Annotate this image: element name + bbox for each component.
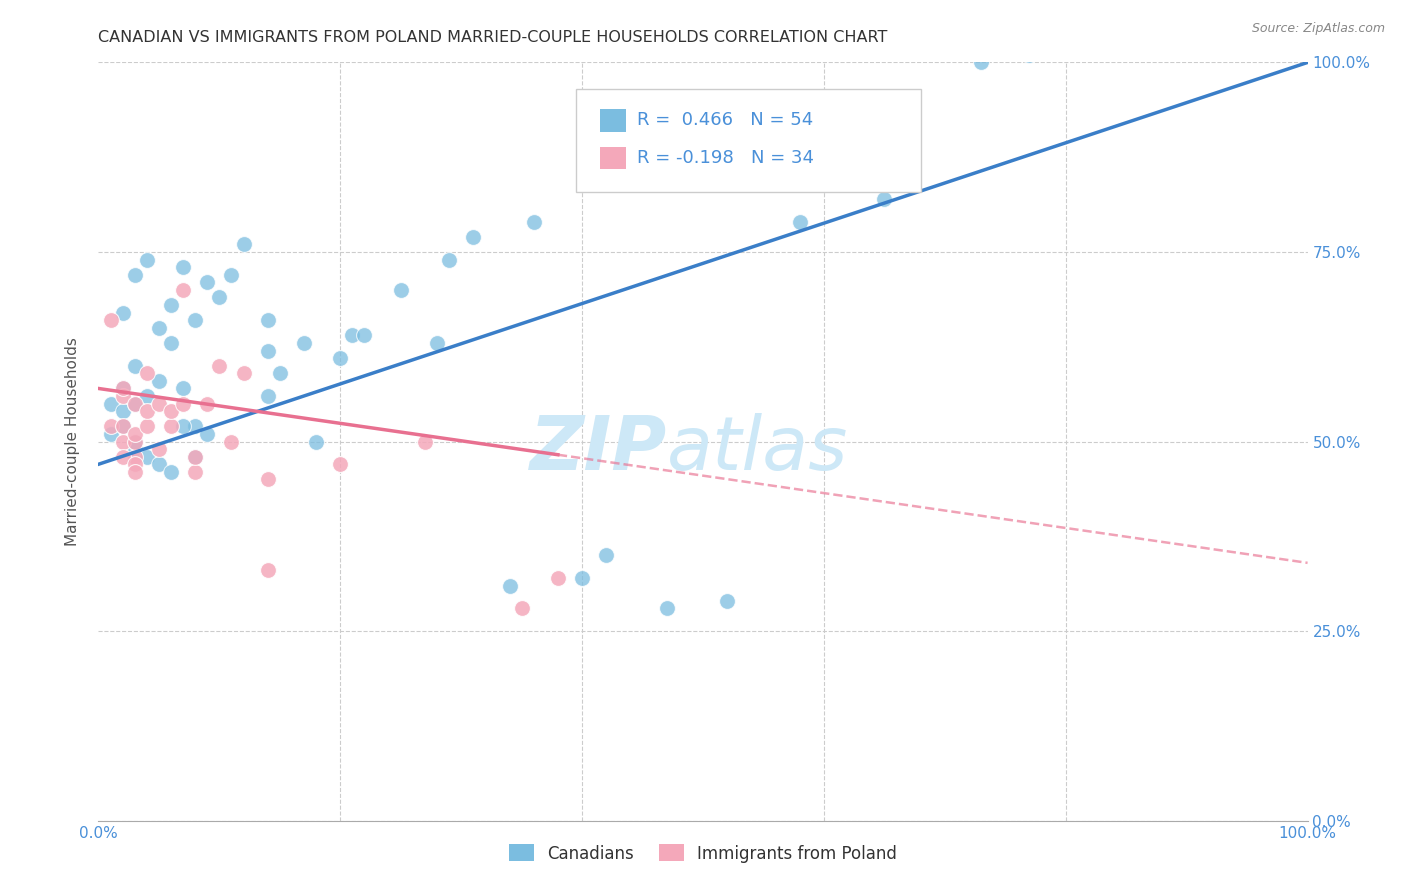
Point <box>523 214 546 228</box>
Point <box>208 359 231 373</box>
Point <box>124 434 146 449</box>
Point <box>124 427 146 442</box>
Point <box>184 419 207 434</box>
Point <box>498 579 520 593</box>
Point <box>111 419 134 434</box>
Text: ZIP: ZIP <box>530 413 666 485</box>
Point <box>111 450 134 464</box>
Point <box>135 419 157 434</box>
Point <box>135 450 157 464</box>
Point <box>111 404 134 418</box>
Point <box>463 229 485 244</box>
Point <box>172 382 194 396</box>
Point <box>256 564 278 578</box>
Point <box>160 298 183 312</box>
Point <box>305 434 328 449</box>
Point <box>195 427 218 442</box>
Point <box>124 457 146 471</box>
Point <box>124 442 146 457</box>
Point <box>160 465 183 479</box>
Point <box>232 237 254 252</box>
Point <box>292 335 315 350</box>
Point <box>135 389 157 403</box>
Point <box>571 571 593 585</box>
Point <box>256 313 278 327</box>
Text: atlas: atlas <box>666 413 848 485</box>
Point <box>184 313 207 327</box>
Point <box>716 594 738 608</box>
Legend: Canadians, Immigrants from Poland: Canadians, Immigrants from Poland <box>502 838 904 869</box>
Point <box>172 283 194 297</box>
Point <box>124 465 146 479</box>
Point <box>111 382 134 396</box>
Point <box>655 601 678 615</box>
Point <box>208 291 231 305</box>
Point <box>148 457 170 471</box>
Point <box>426 335 449 350</box>
Point <box>184 450 207 464</box>
Point <box>124 434 146 449</box>
Point <box>135 252 157 267</box>
Point <box>148 442 170 457</box>
Point <box>111 434 134 449</box>
Point <box>195 396 218 410</box>
Text: Source: ZipAtlas.com: Source: ZipAtlas.com <box>1251 22 1385 36</box>
Point <box>184 465 207 479</box>
Point <box>160 419 183 434</box>
Point <box>437 252 460 267</box>
Point <box>111 419 134 434</box>
Point <box>172 419 194 434</box>
Point <box>221 268 243 282</box>
Point <box>353 328 375 343</box>
Point <box>124 396 146 410</box>
Point <box>970 55 993 70</box>
Point <box>269 366 291 380</box>
Point <box>329 457 352 471</box>
Point <box>221 434 243 449</box>
Point <box>789 214 811 228</box>
Point <box>873 192 896 206</box>
Point <box>256 389 278 403</box>
Point <box>389 283 412 297</box>
Point <box>135 366 157 380</box>
Text: CANADIAN VS IMMIGRANTS FROM POLAND MARRIED-COUPLE HOUSEHOLDS CORRELATION CHART: CANADIAN VS IMMIGRANTS FROM POLAND MARRI… <box>98 29 887 45</box>
Point <box>111 305 134 319</box>
Point <box>135 404 157 418</box>
Point <box>148 374 170 388</box>
Point <box>547 571 569 585</box>
Y-axis label: Married-couple Households: Married-couple Households <box>65 337 80 546</box>
Point <box>184 450 207 464</box>
Point <box>100 419 122 434</box>
Point <box>111 382 134 396</box>
Point <box>510 601 533 615</box>
Point <box>195 275 218 289</box>
Point <box>256 343 278 358</box>
Point <box>232 366 254 380</box>
Point <box>124 359 146 373</box>
Point <box>148 320 170 334</box>
Point <box>413 434 436 449</box>
Point <box>160 404 183 418</box>
Point <box>1018 47 1040 62</box>
Point <box>100 427 122 442</box>
Point <box>148 396 170 410</box>
Point <box>329 351 352 366</box>
Point <box>124 396 146 410</box>
Point <box>256 473 278 487</box>
Text: R =  0.466   N = 54: R = 0.466 N = 54 <box>637 112 813 129</box>
Point <box>160 335 183 350</box>
Point <box>172 260 194 274</box>
Point <box>100 396 122 410</box>
Point <box>100 313 122 327</box>
Point <box>595 548 617 563</box>
Point <box>124 268 146 282</box>
Point <box>342 328 364 343</box>
Point <box>124 450 146 464</box>
Point <box>172 396 194 410</box>
Text: R = -0.198   N = 34: R = -0.198 N = 34 <box>637 149 814 167</box>
Point <box>111 389 134 403</box>
